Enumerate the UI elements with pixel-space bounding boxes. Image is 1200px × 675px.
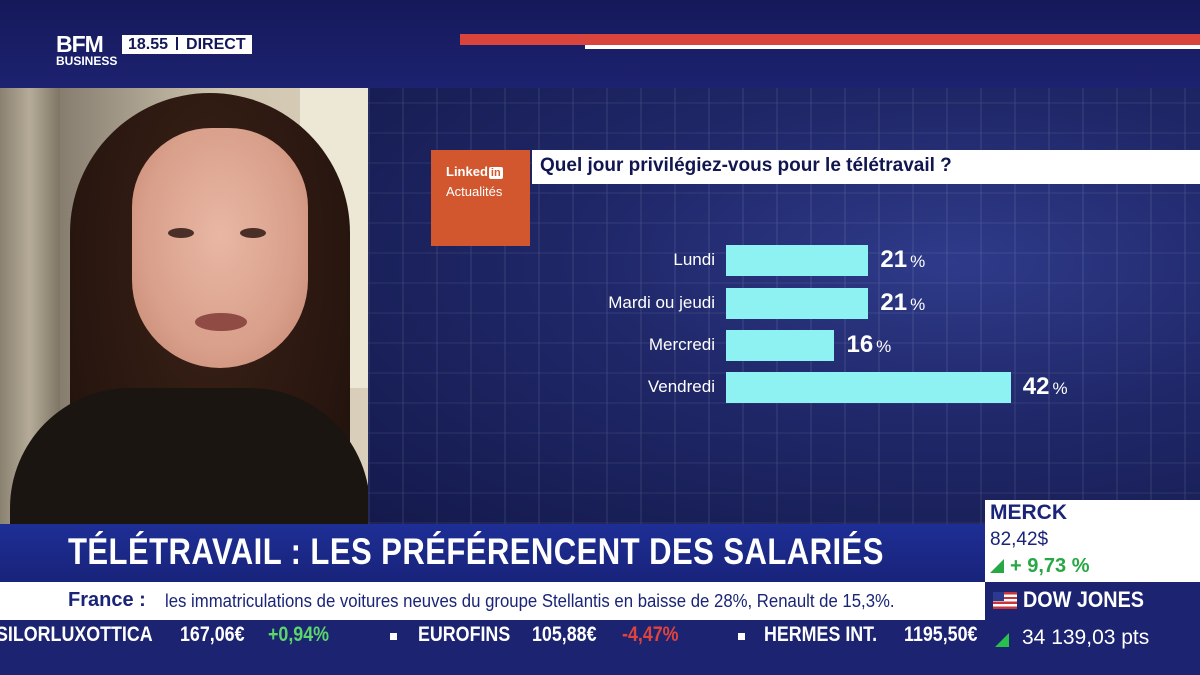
ticker-name: EUROFINS	[418, 623, 511, 646]
logo-business: BUSINESS	[56, 53, 118, 68]
guest-eye-right	[240, 228, 266, 238]
linkedin-wordmark: Linked in	[446, 164, 503, 179]
ticker-name: SILORLUXOTTICA	[0, 623, 153, 646]
guest-video	[0, 88, 368, 524]
stock-merck-change: + 9,73 %	[990, 555, 1090, 578]
chart-row: Mercredi 16%	[560, 330, 1200, 362]
chart-value-label: 21%	[880, 246, 926, 273]
live-label: DIRECT	[186, 36, 246, 53]
stock-merck-change-value: + 9,73 %	[1010, 555, 1090, 577]
stock-dow-jones: DOW JONES 34 139,03 pts	[985, 582, 1200, 675]
chart-category-label: Lundi	[673, 250, 715, 269]
stock-dow-value: 34 139,03 pts	[1022, 626, 1150, 649]
chart-bar	[726, 330, 835, 361]
guest-eye-left	[168, 228, 194, 238]
stock-dow-name: DOW JONES	[1023, 587, 1145, 612]
linkedin-in-icon: in	[488, 167, 503, 179]
ticker-price: 167,06€	[180, 623, 245, 646]
chart-bar	[726, 245, 869, 276]
ticker-separator	[738, 633, 745, 640]
decor-white-line	[585, 45, 1200, 49]
stock-merck-price: 82,42$	[990, 529, 1049, 550]
chart-category-label: Vendredi	[647, 377, 715, 396]
stock-merck-name: MERCK	[990, 501, 1067, 524]
question-bar: Quel jour privilégiez-vous pour le télét…	[532, 150, 1200, 184]
up-arrow-icon	[990, 559, 1004, 573]
clock-separator	[176, 37, 179, 50]
headline-band: TÉLÉTRAVAIL : LES PRÉFÉRENCENT DES SALAR…	[0, 524, 985, 582]
chart-value-label: 16%	[846, 331, 892, 358]
headline-text: TÉLÉTRAVAIL : LES PRÉFÉRENCENT DES SALAR…	[68, 531, 884, 572]
ticker-price: 105,88€	[532, 623, 597, 646]
question-text: Quel jour privilégiez-vous pour le télét…	[540, 155, 952, 176]
chart-bar	[726, 288, 869, 319]
chart-unit-label: %	[876, 337, 892, 356]
chart-category-label: Mercredi	[648, 335, 715, 354]
clock-time: 18.55	[128, 36, 169, 53]
logo-bfm: BFM	[56, 31, 104, 57]
chart-value-label: 42%	[1022, 373, 1068, 400]
news-lead: France :	[68, 589, 146, 611]
news-text: les immatriculations de voitures neuves …	[165, 591, 895, 611]
chart-unit-label: %	[910, 252, 926, 271]
stock-merck: MERCK 82,42$ + 9,73 %	[985, 500, 1200, 582]
ticker-change: +0,94%	[268, 623, 330, 646]
chart-category-label: Mardi ou jeudi	[608, 293, 715, 312]
live-clock: 18.55 DIRECT	[122, 35, 252, 54]
stock-ticker: SILORLUXOTTICA 167,06€ +0,94% EUROFINS 1…	[0, 620, 985, 675]
decor-red-line	[460, 34, 1200, 45]
us-flag-icon	[993, 592, 1017, 609]
ticker-separator	[390, 633, 397, 640]
linkedin-brand: Linked	[446, 164, 488, 179]
guest-mouth	[195, 313, 247, 331]
guest-face	[132, 128, 308, 368]
linkedin-sub: Actualités	[446, 184, 503, 199]
ticker-price: 1195,50€	[904, 623, 978, 646]
ticker-change: -4,47%	[622, 623, 679, 646]
chart-value-label: 21%	[880, 289, 926, 316]
chart-bar	[726, 372, 1011, 403]
chart-row: Vendredi 42%	[560, 372, 1200, 404]
up-arrow-icon	[995, 633, 1009, 647]
chart-unit-label: %	[1052, 379, 1068, 398]
bfm-business-logo: BFM BUSINESS	[56, 31, 118, 68]
chart-row: Lundi 21%	[560, 245, 1200, 277]
chart-unit-label: %	[910, 295, 926, 314]
ticker-name: HERMES INT.	[764, 623, 878, 646]
linkedin-actualites-logo: Linked in Actualités	[431, 150, 530, 246]
guest-body	[10, 388, 368, 524]
news-crawl: France : les immatriculations de voiture…	[0, 582, 985, 620]
chart-row: Mardi ou jeudi 21%	[560, 288, 1200, 320]
